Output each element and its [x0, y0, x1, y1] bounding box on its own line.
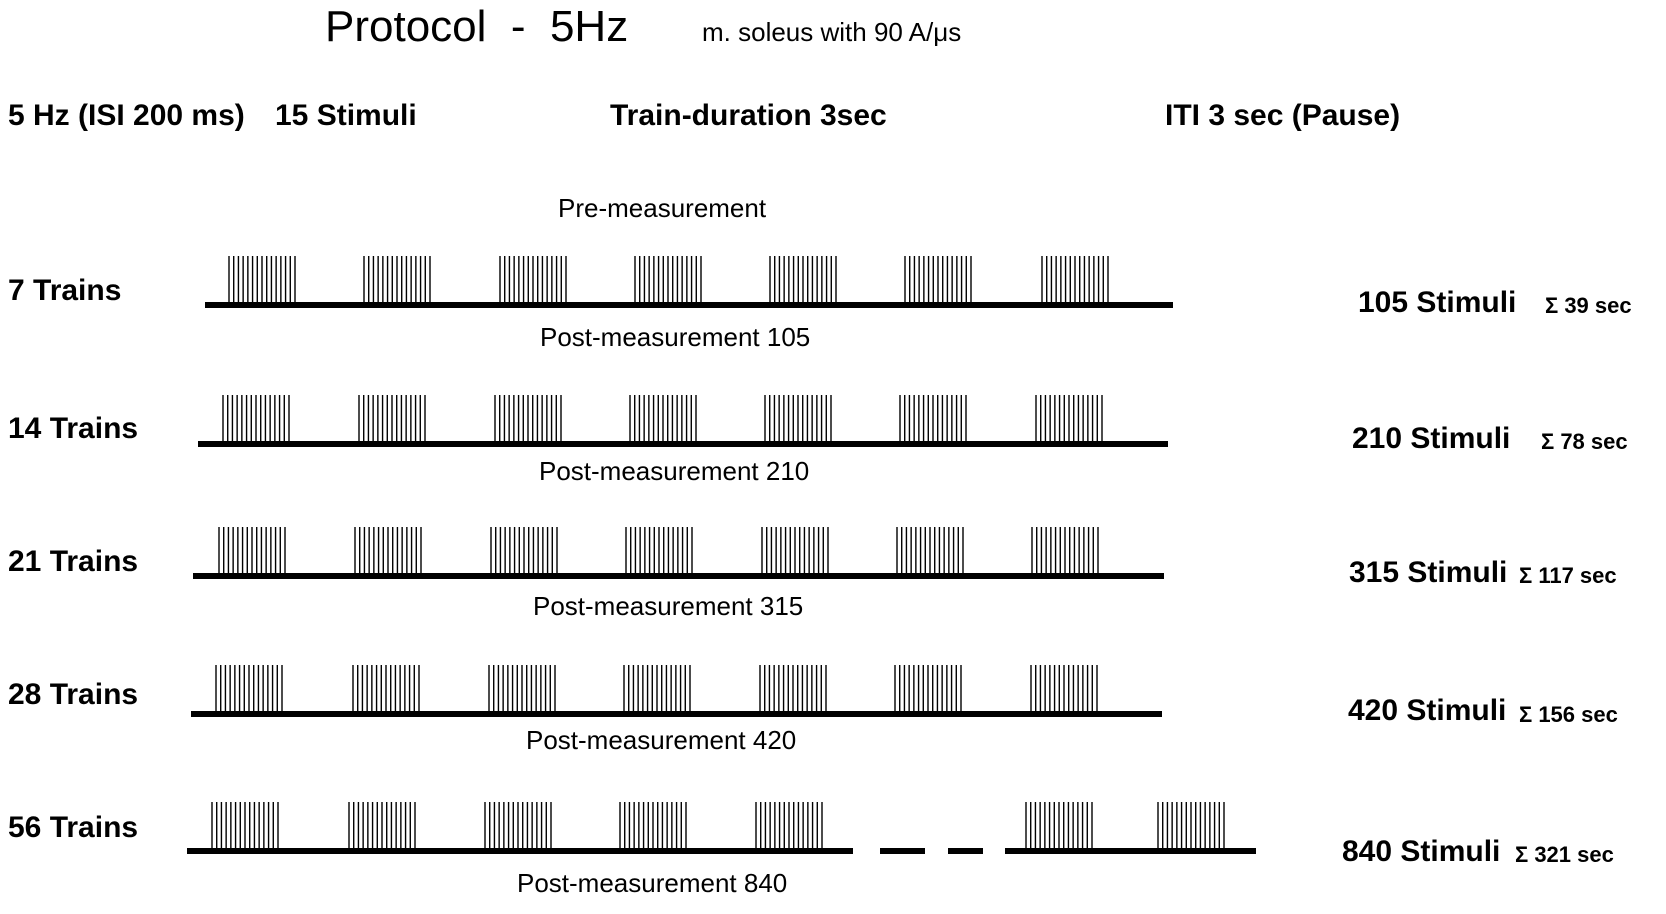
- row-label-21-trains: 21 Trains: [8, 545, 139, 578]
- pre-measurement-label: Pre-measurement: [558, 193, 767, 223]
- post-measurement-105: Post-measurement 105: [540, 322, 811, 352]
- total-stimuli-840: 840 Stimuli: [1342, 835, 1501, 868]
- header-frequency: 5 Hz (ISI 200 ms): [8, 99, 245, 132]
- header-iti: ITI 3 sec (Pause): [1165, 99, 1401, 132]
- post-measurement-420: Post-measurement 420: [526, 725, 797, 755]
- total-stimuli-420: 420 Stimuli: [1348, 694, 1507, 727]
- row-label-56-trains: 56 Trains: [8, 811, 139, 844]
- total-stimuli-315: 315 Stimuli: [1349, 556, 1508, 589]
- total-duration-39: Σ 39 sec: [1545, 293, 1632, 318]
- row-label-14-trains: 14 Trains: [8, 412, 139, 445]
- total-stimuli-105: 105 Stimuli: [1358, 286, 1517, 319]
- diagram-subtitle: m. soleus with 90 A/μs: [702, 17, 962, 47]
- row-label-28-trains: 28 Trains: [8, 678, 139, 711]
- diagram-title: Protocol - 5Hz: [325, 2, 629, 51]
- total-duration-117: Σ 117 sec: [1519, 563, 1617, 588]
- post-measurement-840: Post-measurement 840: [517, 868, 788, 898]
- row-label-7-trains: 7 Trains: [8, 274, 122, 307]
- post-measurement-315: Post-measurement 315: [533, 591, 804, 621]
- post-measurement-210: Post-measurement 210: [539, 456, 810, 486]
- total-duration-321: Σ 321 sec: [1515, 842, 1614, 867]
- header-stimuli-per-train: 15 Stimuli: [275, 99, 417, 132]
- total-duration-78: Σ 78 sec: [1541, 429, 1628, 454]
- total-stimuli-210: 210 Stimuli: [1352, 422, 1511, 455]
- header-train-duration: Train-duration 3sec: [610, 99, 887, 132]
- total-duration-156: Σ 156 sec: [1519, 702, 1618, 727]
